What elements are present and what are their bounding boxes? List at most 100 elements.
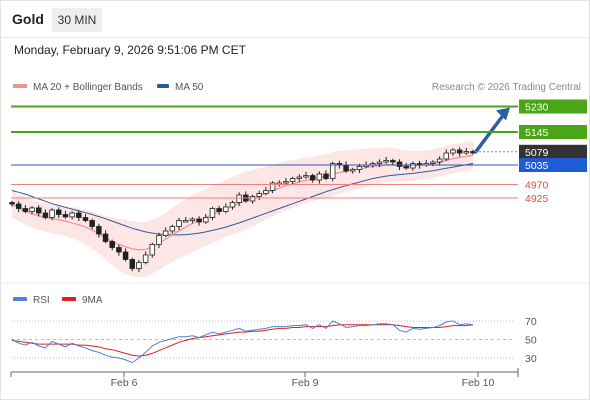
time-axis-label: Feb 6 — [111, 377, 138, 389]
candlestick — [283, 177, 289, 185]
candlestick — [289, 176, 296, 185]
candle-body — [296, 176, 303, 179]
candle-body — [223, 206, 229, 212]
candlestick — [89, 218, 95, 230]
candlestick — [69, 211, 75, 220]
instrument-title: Gold — [12, 11, 44, 27]
candle-body — [376, 161, 383, 164]
candlestick — [35, 205, 42, 217]
candle-body — [316, 173, 323, 181]
candle-body — [283, 181, 289, 184]
candlestick — [29, 206, 35, 215]
ma50-line — [11, 163, 474, 236]
candle-body — [209, 208, 216, 218]
time-axis-label: Feb 10 — [462, 377, 495, 389]
candlestick — [176, 217, 182, 231]
candle-body — [62, 214, 69, 218]
candle-body — [29, 207, 35, 212]
candle-body — [350, 169, 356, 172]
candlestick — [450, 148, 456, 156]
candle-body — [309, 175, 316, 181]
candlestick — [96, 223, 102, 238]
candlestick — [62, 210, 69, 219]
candlestick — [236, 192, 242, 207]
candlestick — [169, 224, 176, 234]
candle-body — [236, 194, 242, 203]
resistance-level-label: 5230 — [525, 102, 549, 114]
chart-timestamp: Monday, February 9, 2026 9:51:06 PM CET — [14, 43, 246, 57]
candlestick — [189, 217, 196, 224]
resistance-level-label: 5145 — [525, 127, 549, 139]
candle-body — [256, 193, 262, 197]
candle-body — [403, 166, 409, 169]
candlestick — [263, 186, 269, 196]
candlestick — [410, 161, 416, 171]
candle-body — [162, 230, 169, 236]
candle-body — [450, 149, 456, 154]
candlestick — [162, 227, 169, 238]
timeframe-selector[interactable]: 30 MIN — [52, 8, 102, 32]
candle-body — [269, 182, 276, 191]
candle-body — [49, 209, 55, 218]
price-legend: MA 20 + Bollinger Bands MA 50 Research ©… — [13, 82, 581, 93]
candle-body — [443, 152, 450, 160]
legend-9ma-label: 9MA — [82, 295, 103, 306]
candle-body — [343, 164, 349, 172]
candlestick — [403, 162, 409, 170]
target-arrow-head — [496, 107, 510, 121]
candle-body — [15, 203, 22, 209]
candlestick — [316, 171, 323, 184]
bollinger-band — [12, 140, 473, 278]
candlestick — [129, 257, 135, 272]
candlestick — [109, 239, 115, 251]
candlestick — [42, 209, 49, 220]
support-level-label: 4925 — [525, 193, 549, 205]
chart-credit: Research © 2026 Trading Central — [432, 82, 581, 93]
candle-body — [229, 202, 236, 208]
legend-ma50-swatch — [157, 84, 169, 88]
candlestick — [376, 159, 383, 168]
candlestick — [223, 203, 229, 214]
candle-body — [436, 158, 443, 163]
candle-body — [329, 163, 336, 179]
candlestick — [390, 158, 396, 165]
last-level-tag — [519, 144, 587, 159]
legend-ma50-label: MA 50 — [175, 82, 204, 93]
candle-body — [303, 175, 309, 178]
candle-body — [182, 220, 189, 223]
candlestick — [463, 147, 470, 155]
candlestick — [76, 210, 82, 222]
candlestick — [383, 156, 389, 164]
time-axis-label: Feb 9 — [292, 377, 319, 389]
candlestick — [182, 216, 189, 223]
candlestick — [116, 244, 122, 256]
rsi-tick-label: 70 — [525, 316, 537, 328]
candlestick — [22, 204, 29, 214]
last-level-label: 5079 — [525, 147, 549, 159]
candle-body — [82, 217, 89, 221]
candle-body — [116, 247, 122, 253]
candlestick — [56, 207, 62, 219]
legend-9ma-swatch — [62, 297, 76, 301]
time-axis-labels: Feb 6 Feb 9 Feb 10 — [111, 372, 495, 389]
candlestick — [249, 194, 256, 204]
candle-body — [42, 212, 49, 218]
candlestick — [149, 242, 156, 258]
legend-ma20-swatch — [13, 84, 27, 88]
candlestick — [9, 200, 15, 207]
candlestick — [443, 149, 450, 161]
candlestick — [216, 205, 222, 216]
candle-body — [189, 218, 196, 221]
candle-body — [196, 218, 202, 223]
candle-body — [383, 160, 389, 163]
price-plot — [9, 140, 476, 278]
candle-body — [249, 196, 256, 202]
candlestick — [269, 181, 276, 194]
candlestick — [256, 190, 262, 201]
pivot-level-label: 5035 — [525, 160, 549, 172]
candle-body — [390, 160, 396, 163]
candle-body — [410, 163, 416, 169]
candlestick — [456, 147, 463, 157]
